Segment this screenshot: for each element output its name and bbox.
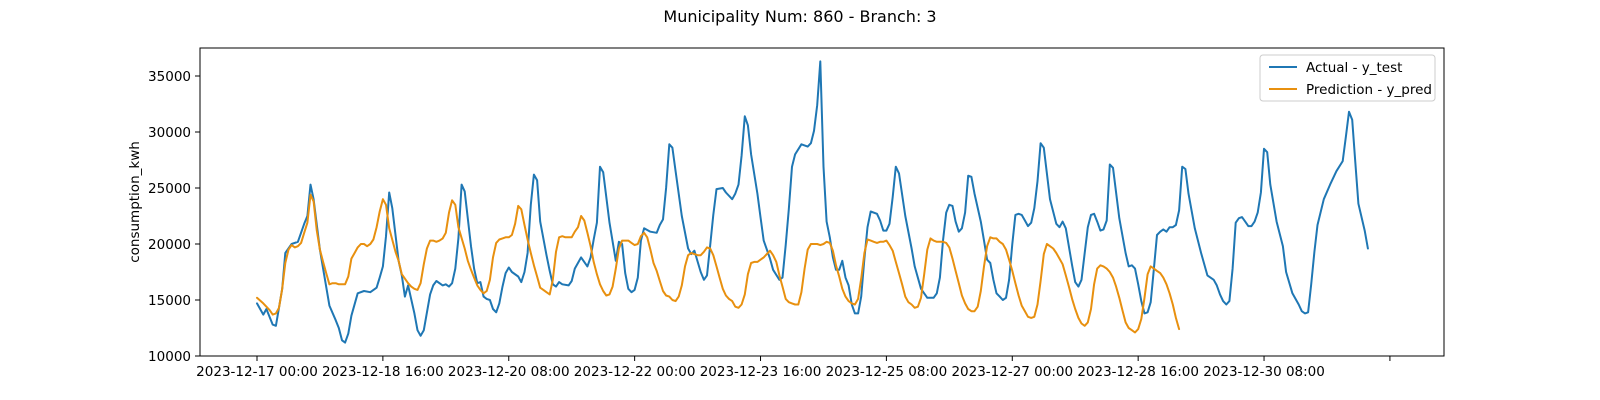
y-tick-label: 30000 — [148, 125, 191, 141]
y-tick-label: 35000 — [148, 69, 191, 85]
y-tick-label: 20000 — [148, 237, 191, 253]
legend: Actual - y_test Prediction - y_pred — [1259, 54, 1436, 102]
y-tick-label: 10000 — [148, 349, 191, 365]
y-axis-label: consumption_kwh — [127, 141, 143, 263]
x-tick-label: 2023-12-18 16:00 — [322, 364, 444, 380]
x-tick-label: 2023-12-30 08:00 — [1203, 364, 1325, 380]
legend-box — [1259, 54, 1436, 102]
legend-label-prediction: Prediction - y_pred — [1306, 82, 1432, 98]
x-tick-label: 2023-12-23 16:00 — [700, 364, 822, 380]
y-tick-label: 25000 — [148, 181, 191, 197]
x-tick-label: 2023-12-28 16:00 — [1077, 364, 1199, 380]
x-tick-label: 2023-12-22 00:00 — [574, 364, 696, 380]
series-line-prediction — [256, 193, 1181, 334]
x-tick-label: 2023-12-20 08:00 — [448, 364, 570, 380]
series-layer — [256, 60, 1369, 344]
y-axis: 10000 15000 20000 25000 30000 35000 — [148, 69, 200, 365]
y-tick-label: 15000 — [148, 293, 191, 309]
x-tick-label: 2023-12-25 08:00 — [826, 364, 948, 380]
plot-area — [199, 47, 1445, 357]
legend-label-actual: Actual - y_test — [1306, 60, 1402, 76]
chart-title: Municipality Num: 860 - Branch: 3 — [663, 7, 936, 26]
x-axis: 2023-12-17 00:00 2023-12-18 16:00 2023-12-… — [196, 356, 1391, 380]
x-tick-label: 2023-12-27 00:00 — [951, 364, 1073, 380]
x-tick-label: 2023-12-17 00:00 — [196, 364, 318, 380]
